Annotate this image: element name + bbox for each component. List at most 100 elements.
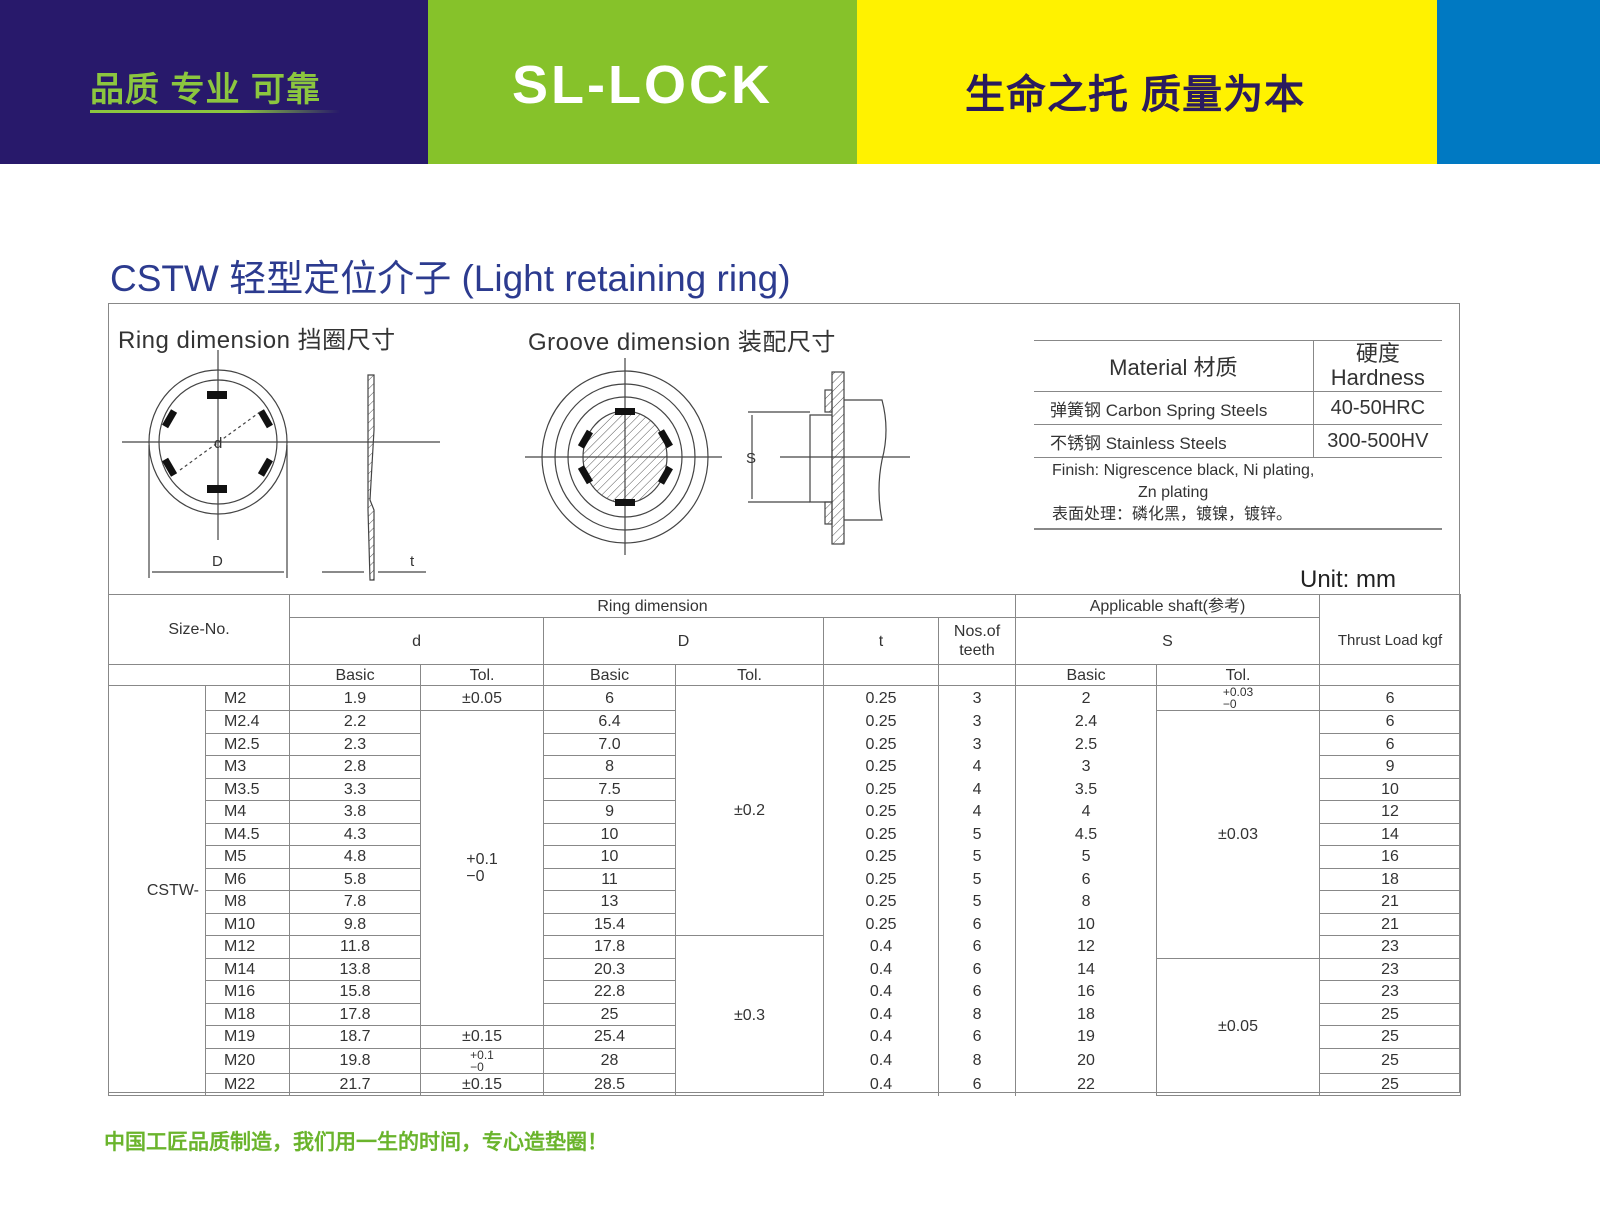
size-cell: M8 <box>204 890 291 914</box>
table-row: M3.5 3.3 7.5 0.25 4 3.5 10 <box>109 777 1462 801</box>
thrust-cell: 23 <box>1319 957 1462 981</box>
D-basic-cell: 28 <box>543 1047 677 1074</box>
S-basic-cell: 6 <box>1015 868 1158 891</box>
stacked-tolerance: +0.1 −0 <box>470 1049 494 1073</box>
t-cell: 0.25 <box>823 890 940 913</box>
d-basic-cell: 5.8 <box>289 867 422 891</box>
thrust-cell: 18 <box>1319 867 1462 891</box>
d-basic-cell: 2.8 <box>289 755 422 779</box>
size-cell: M4.5 <box>204 822 291 846</box>
size-cell: M6 <box>204 867 291 891</box>
thrust-cell: 6 <box>1319 710 1462 734</box>
spec-table: Size-No. Ring dimension Applicable shaft… <box>107 594 1462 1096</box>
teeth-cell: 6 <box>938 980 1017 1003</box>
D-basic-cell: 17.8 <box>543 935 677 959</box>
material-hardness: 40-50HRC <box>1312 391 1442 425</box>
tolerance-upper: +0.1 <box>470 1047 494 1062</box>
t-cell: 0.25 <box>823 733 940 756</box>
D-tol-header: Tol. <box>675 664 825 686</box>
size-cell: M2 <box>204 685 291 711</box>
thrust-cell: 9 <box>1319 755 1462 779</box>
table-row: M18 17.8 25 0.4 8 18 25 <box>109 1002 1462 1026</box>
page-title: CSTW 轻型定位介子 (Light retaining ring) <box>110 258 791 299</box>
d-tol-cell: +0.1 −0 <box>420 710 545 1026</box>
D-basic-cell: 9 <box>543 800 677 824</box>
S-tol-cell: +0.03 −0 <box>1156 685 1321 711</box>
thrust-subheader <box>1319 664 1462 686</box>
slogan-right: 生命之托 质量为本 <box>965 73 1306 117</box>
size-no-header-bottom <box>107 664 291 686</box>
table-row: M8 7.8 13 0.25 5 8 21 <box>109 890 1462 914</box>
D-dimension-label: D <box>212 553 223 570</box>
d-basic-header: Basic <box>289 664 422 686</box>
d-tol-cell: ±0.05 <box>420 685 545 711</box>
size-cell: M16 <box>204 980 291 1004</box>
table-row: M5 4.8 10 0.25 5 5 16 <box>109 845 1462 869</box>
material-hardness: 300-500HV <box>1312 424 1442 458</box>
D-basic-cell: 13 <box>543 890 677 914</box>
D-tol-cell: ±0.2 <box>675 685 825 936</box>
material-name: 不锈钢 Stainless Steels <box>1034 424 1314 458</box>
d-basic-cell: 9.8 <box>289 912 422 936</box>
d-basic-cell: 7.8 <box>289 890 422 914</box>
teeth-cell: 4 <box>938 800 1017 823</box>
table-row: M2.5 2.3 7.0 0.25 3 2.5 6 <box>109 732 1462 756</box>
S-basic-cell: 12 <box>1015 935 1158 958</box>
t-cell: 0.25 <box>823 823 940 846</box>
size-cell: M12 <box>204 935 291 959</box>
unit-label: Unit: mm <box>1300 566 1396 593</box>
teeth-cell: 6 <box>938 935 1017 958</box>
d-basic-cell: 18.7 <box>289 1025 422 1049</box>
table-row: M2.4 2.2 +0.1 −0 6.4 0.25 3 2.4 ±0.03 6 <box>109 710 1462 1026</box>
S-basic-cell: 19 <box>1015 1025 1158 1048</box>
D-basic-cell: 28.5 <box>543 1072 677 1096</box>
teeth-cell: 5 <box>938 823 1017 846</box>
t-cell: 0.25 <box>823 800 940 823</box>
thrust-cell: 25 <box>1319 1025 1462 1049</box>
D-basic-cell: 8 <box>543 755 677 779</box>
finish-en-cont: Zn plating <box>1138 484 1209 501</box>
thrust-cell: 25 <box>1319 1047 1462 1074</box>
tolerance-lower: −0 <box>470 1059 484 1074</box>
D-basic-cell: 11 <box>543 867 677 891</box>
teeth-header: Nos.of teeth <box>938 617 1017 665</box>
table-row: M10 9.8 15.4 0.25 6 10 21 <box>109 912 1462 936</box>
d-basic-cell: 21.7 <box>289 1072 422 1096</box>
thrust-cell: 21 <box>1319 890 1462 914</box>
d-basic-cell: 4.3 <box>289 822 422 846</box>
S-basic-cell: 22 <box>1015 1073 1158 1096</box>
hardness-header-cn: 硬度 <box>1355 341 1400 366</box>
finish-notes: Finish: Nigrescence black, Ni plating, Z… <box>1034 458 1442 528</box>
t-header: t <box>823 617 940 665</box>
t-cell: 0.4 <box>823 1048 940 1073</box>
teeth-cell: 6 <box>938 1025 1017 1048</box>
hardness-header: 硬度 Hardness <box>1312 340 1442 392</box>
t-cell: 0.4 <box>823 958 940 981</box>
D-basic-cell: 10 <box>543 822 677 846</box>
D-basic-cell: 20.3 <box>543 957 677 981</box>
t-cell: 0.25 <box>823 913 940 936</box>
S-dimension-label: S <box>746 450 756 467</box>
table-row: M20 19.8 +0.1 −0 28 0.4 8 20 25 <box>109 1047 1462 1074</box>
d-basic-cell: 2.3 <box>289 732 422 756</box>
S-basic-cell: 20 <box>1015 1048 1158 1073</box>
groove-front-view <box>525 358 722 555</box>
S-basic-cell: 16 <box>1015 980 1158 1003</box>
D-basic-header: Basic <box>543 664 677 686</box>
table-row: M16 15.8 22.8 0.4 6 16 23 <box>109 980 1462 1004</box>
series-label: CSTW- <box>108 685 206 1096</box>
material-section: Material 材质 硬度 Hardness 弹簧钢 Carbon Sprin… <box>1034 340 1442 530</box>
D-tol-cell: ±0.3 <box>675 935 825 1096</box>
d-basic-cell: 13.8 <box>289 957 422 981</box>
stacked-tolerance: +0.1 −0 <box>466 851 498 885</box>
t-cell: 0.25 <box>823 710 940 733</box>
size-cell: M14 <box>204 957 291 981</box>
size-cell: M10 <box>204 912 291 936</box>
D-basic-cell: 25 <box>543 1002 677 1026</box>
teeth-cell: 6 <box>938 958 1017 981</box>
footer-slogan: 中国工匠品质制造，我们用一生的时间，专心造垫圈！ <box>104 1131 608 1154</box>
material-table: Material 材质 硬度 Hardness 弹簧钢 Carbon Sprin… <box>1034 340 1442 458</box>
size-cell: M3 <box>204 755 291 779</box>
size-cell: M5 <box>204 845 291 869</box>
D-basic-cell: 7.5 <box>543 777 677 801</box>
